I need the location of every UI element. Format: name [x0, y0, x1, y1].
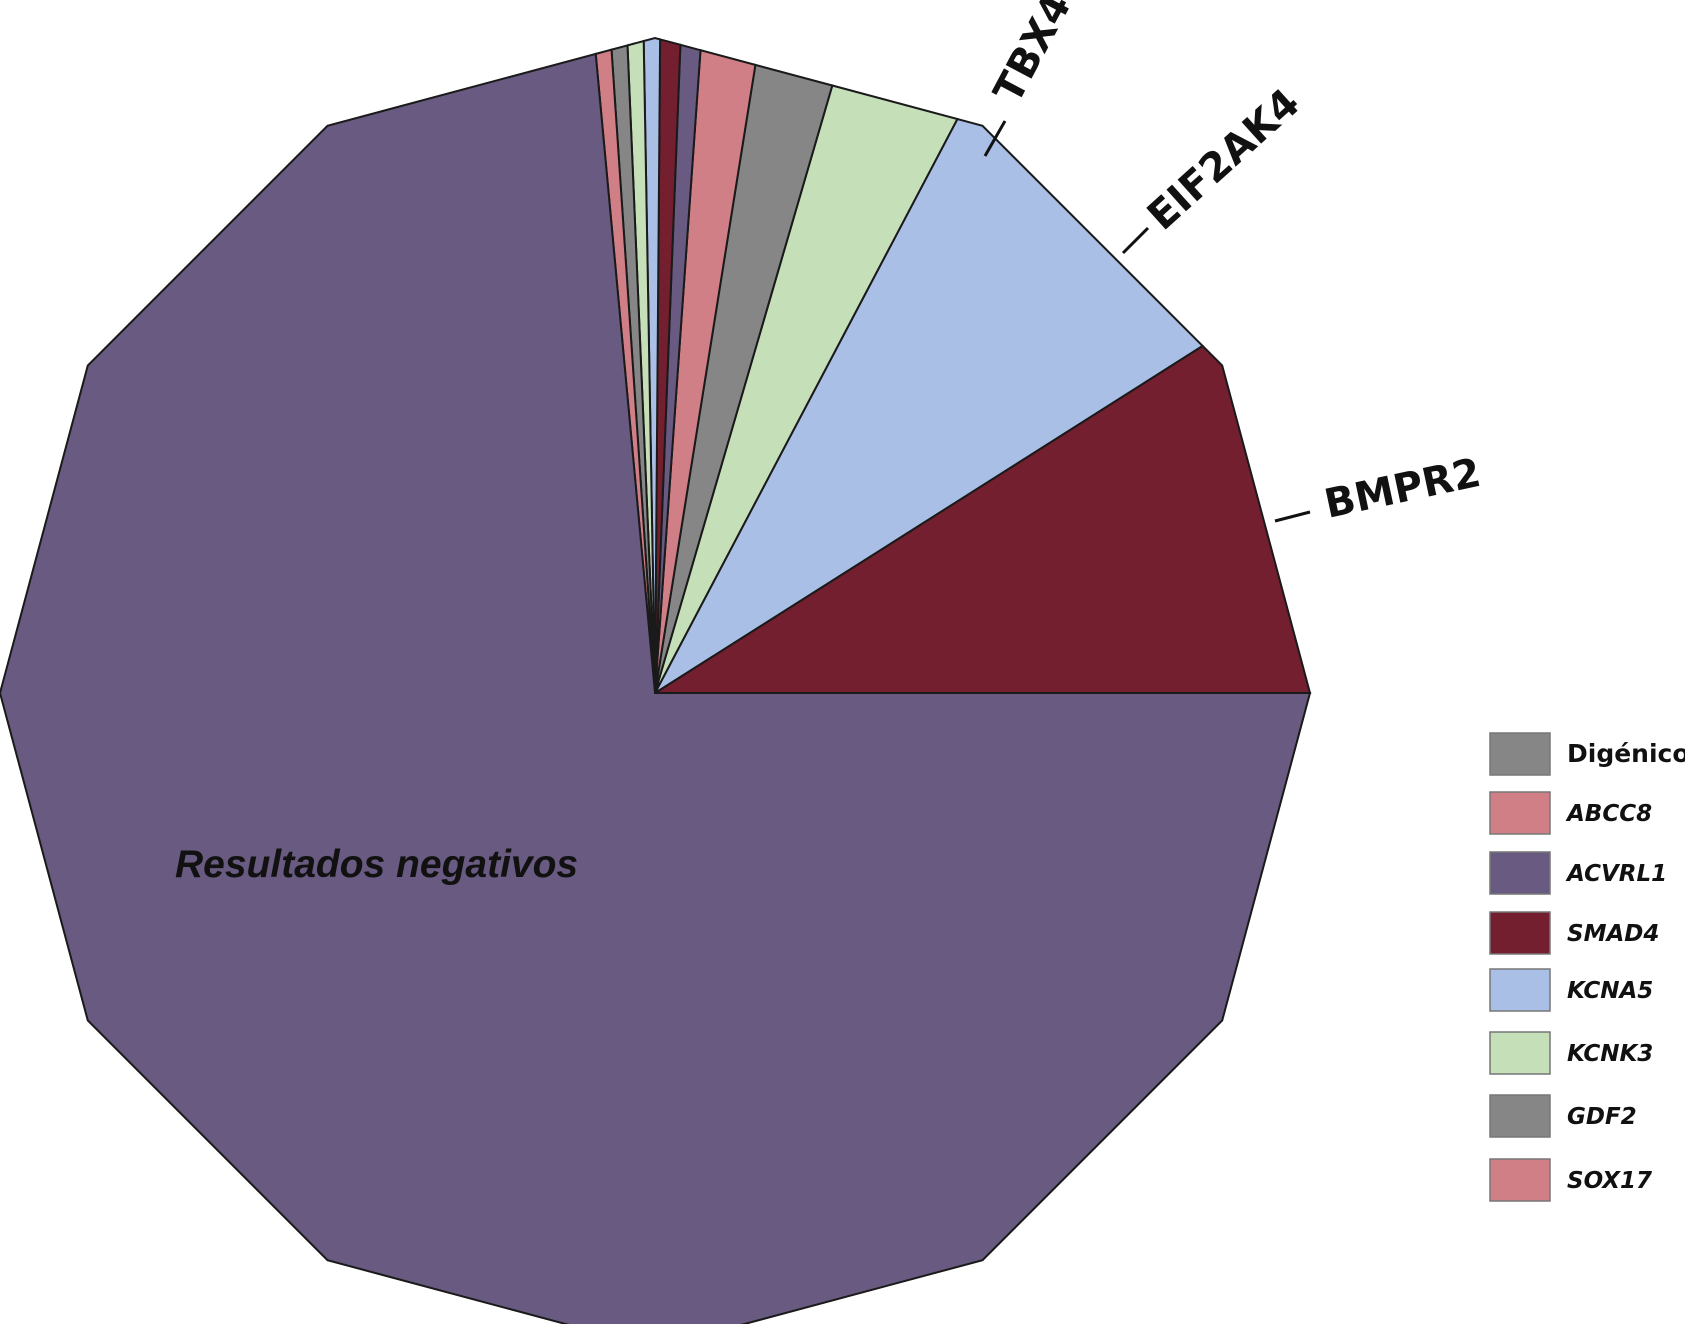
callout-label-eif2ak4: EIF2AK4 [1139, 80, 1309, 239]
callout-leader-eif2ak4 [1121, 226, 1150, 255]
legend: Digénico ABCC8 ACVRL1 SMAD4 KCNA5 KCNK3 GDF2 SO… [1489, 732, 1685, 1202]
legend-label-kcnk3: KCNK3 [1567, 1041, 1653, 1067]
callout-leader-tbx4 [983, 120, 1007, 157]
legend-swatch [1489, 1158, 1551, 1202]
callout-label-tbx4: TBX4 [985, 0, 1080, 111]
legend-label-sox17: SOX17 [1567, 1168, 1652, 1194]
legend-swatch [1489, 968, 1551, 1012]
legend-label-abcc8: ABCC8 [1565, 801, 1652, 827]
legend-label-smad4: SMAD4 [1567, 921, 1659, 947]
legend-swatch [1489, 1031, 1551, 1075]
legend-label-digénico: Digénico [1567, 739, 1685, 768]
legend-swatch [1489, 791, 1551, 835]
pie-slice-resultados-negativos [0, 52, 1312, 1324]
legend-label-kcna5: KCNA5 [1567, 978, 1653, 1004]
legend-swatch [1489, 1094, 1551, 1138]
legend-label-gdf2: GDF2 [1567, 1104, 1637, 1130]
pie-slices [0, 36, 1312, 1324]
legend-swatch [1489, 732, 1551, 776]
legend-label-acvrl1: ACVRL1 [1565, 861, 1667, 887]
callout-leader-bmpr2 [1274, 510, 1311, 523]
legend-swatch [1489, 911, 1551, 955]
slice-label-resultados-negativos: Resultados negativos [175, 843, 578, 886]
callout-label-bmpr2: BMPR2 [1321, 450, 1485, 528]
legend-swatch [1489, 851, 1551, 895]
